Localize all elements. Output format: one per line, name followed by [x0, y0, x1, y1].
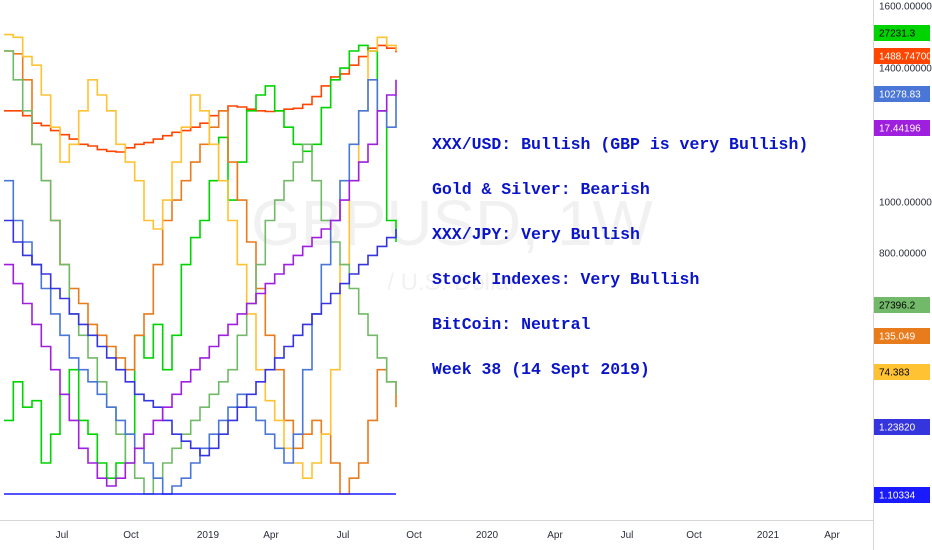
last-value-label: 74.383 [879, 368, 910, 379]
price-tick-label: 1600.00000 [879, 2, 932, 13]
last-value-badge [874, 487, 930, 503]
series-line-2 [4, 50, 397, 495]
series-line-1 [4, 44, 397, 479]
annotation-gold-silver: Gold & Silver: Bearish [432, 180, 650, 199]
last-value-badges: 27231.3 1488.74700 10278.83 17.44196 27396.2… [874, 25, 932, 503]
time-tick-label: 2020 [476, 530, 499, 541]
last-value-label: 1.23820 [879, 423, 916, 434]
last-value-badge [874, 25, 930, 41]
last-value-badge [874, 48, 930, 64]
series-line-5 [4, 79, 397, 495]
last-value-label: 1.10334 [879, 491, 916, 502]
last-value-label: 1488.74700 [879, 52, 932, 63]
annotation-jpy: XXX/JPY: Very Bullish [432, 225, 640, 244]
time-tick-label: Apr [263, 530, 279, 541]
annotation-bitcoin: BitCoin: Neutral [432, 315, 591, 334]
annotation-block: XXX/USD: Bullish (GBP is very Bullish) G… [432, 135, 808, 379]
last-value-badge [874, 364, 930, 380]
series-layer [4, 33, 397, 495]
time-tick-label: Apr [824, 530, 840, 541]
annotation-stock-indexes: Stock Indexes: Very Bullish [432, 270, 699, 289]
series-line-6 [4, 219, 397, 457]
time-tick-label: Jul [337, 530, 350, 541]
time-tick-label: Jul [621, 530, 634, 541]
last-value-badge [874, 86, 930, 102]
annotation-week: Week 38 (14 Sept 2019) [432, 360, 650, 379]
time-tick-label: Apr [547, 530, 563, 541]
last-value-badge [874, 328, 930, 344]
last-value-label: 27396.2 [879, 301, 916, 312]
series-line-4 [4, 50, 397, 495]
last-value-label: 27231.3 [879, 29, 916, 40]
last-value-badge [874, 297, 930, 313]
time-tick-label: 2019 [197, 530, 220, 541]
symbol-watermark: GBPUSD, 1W [251, 187, 653, 259]
price-tick-label: 1000.00000 [879, 198, 932, 209]
last-value-badge [874, 120, 930, 136]
time-tick-label: Oct [686, 530, 702, 541]
annotation-usd: XXX/USD: Bullish (GBP is very Bullish) [432, 135, 808, 154]
last-value-label: 10278.83 [879, 90, 921, 101]
last-value-label: 135.049 [879, 332, 916, 343]
time-tick-label: Oct [123, 530, 139, 541]
symbol-watermark-subtitle: / U.S. Dollar [387, 269, 516, 296]
series-line-7 [4, 79, 397, 487]
price-axis[interactable]: 1600.00000 1400.00000 1000.00000 800.00000 [879, 2, 932, 260]
time-tick-label: Jul [56, 530, 69, 541]
price-tick-label: 800.00000 [879, 249, 927, 260]
time-tick-label: Oct [406, 530, 422, 541]
time-axis[interactable]: Jul Oct 2019 Apr Jul Oct 2020 Apr Jul Oct 2021 Apr [56, 530, 841, 541]
time-tick-label: 2021 [757, 530, 780, 541]
price-tick-label: 1400.00000 [879, 64, 932, 75]
last-value-label: 17.44196 [879, 124, 921, 135]
last-value-badge [874, 419, 930, 435]
series-line-3 [4, 33, 397, 479]
series-line-0 [4, 44, 397, 153]
